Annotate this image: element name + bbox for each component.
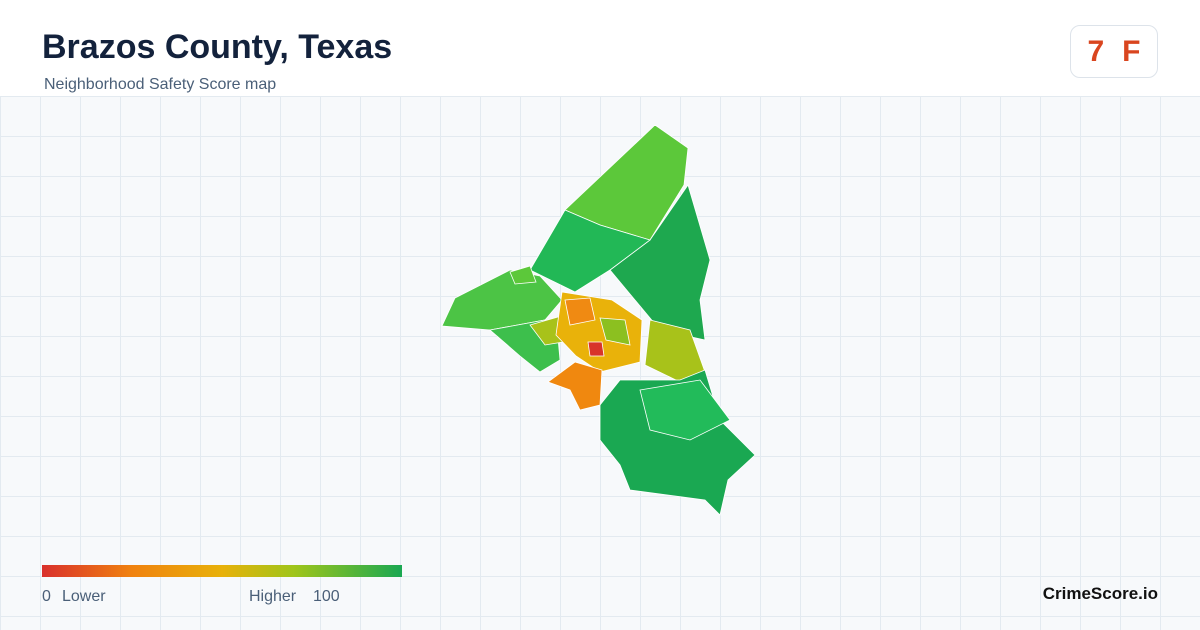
legend-low-label: Lower xyxy=(62,588,106,605)
legend-min: 0 xyxy=(42,588,51,605)
region xyxy=(564,297,596,326)
brand: CrimeScore.io xyxy=(1042,584,1158,603)
region xyxy=(639,379,731,441)
score: 7 xyxy=(1087,34,1105,68)
subtitle: Neighborhood Safety Score map xyxy=(44,76,277,93)
region xyxy=(599,369,756,516)
region xyxy=(599,317,631,346)
title: Brazos County, Texas xyxy=(42,28,393,66)
region xyxy=(587,341,605,357)
region xyxy=(529,209,651,293)
legend-gradient xyxy=(42,565,402,577)
legend-high-label: Higher xyxy=(249,588,297,605)
score-badge: 7 F xyxy=(1070,25,1158,78)
region xyxy=(509,265,537,285)
grade: F xyxy=(1122,34,1141,68)
legend-max: 100 xyxy=(313,588,340,605)
region xyxy=(609,184,711,341)
region xyxy=(547,361,603,411)
